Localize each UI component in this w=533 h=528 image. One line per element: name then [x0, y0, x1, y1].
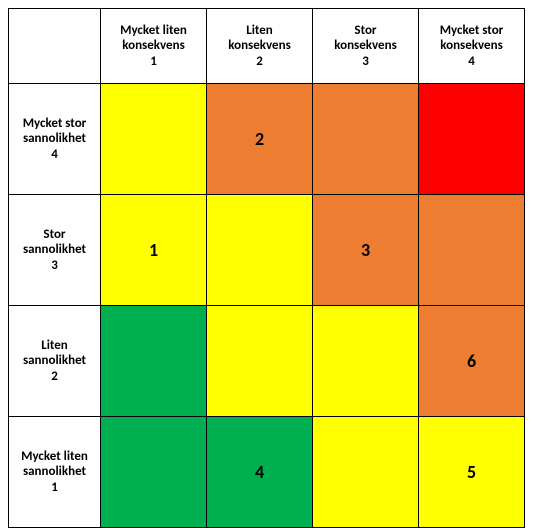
row-header-3: Litensannolikhet2 — [9, 306, 101, 417]
col-header-1-line3: 1 — [105, 54, 202, 70]
row-header-2: Storsannolikhet3 — [9, 195, 101, 306]
row-header-4-line3: 1 — [13, 480, 96, 496]
cell-r1-c3 — [313, 84, 419, 195]
row-header-2-line3: 3 — [13, 258, 96, 274]
col-header-4: Mycket stor konsekvens 4 — [419, 9, 525, 84]
cell-r4-c2: 4 — [207, 417, 313, 528]
cell-r1-c1 — [101, 84, 207, 195]
cell-r3-c4: 6 — [419, 306, 525, 417]
row-header-1: Mycket storsannolikhet4 — [9, 84, 101, 195]
col-header-3-line3: 3 — [317, 54, 414, 70]
matrix-body: Mycket storsannolikhet42Storsannolikhet3… — [9, 84, 525, 528]
col-header-2-line2: konsekvens — [211, 38, 308, 54]
risk-matrix-table: Mycket liten konsekvens 1 Liten konsekve… — [8, 8, 525, 528]
col-header-4-line3: 4 — [423, 54, 520, 70]
row-header-3-line2: sannolikhet — [13, 353, 96, 369]
cell-r4-c3 — [313, 417, 419, 528]
cell-r2-c3: 3 — [313, 195, 419, 306]
col-header-2-line3: 2 — [211, 54, 308, 70]
col-header-1-line1: Mycket liten — [105, 23, 202, 39]
row-header-3-line1: Liten — [13, 338, 96, 354]
col-header-3-line2: konsekvens — [317, 38, 414, 54]
col-header-3-line1: Stor — [317, 23, 414, 39]
corner-cell — [9, 9, 101, 84]
cell-r1-c4 — [419, 84, 525, 195]
matrix-row-4: Mycket litensannolikhet1 45 — [9, 417, 525, 528]
row-header-4: Mycket litensannolikhet1 — [9, 417, 101, 528]
matrix-row-3: Litensannolikhet2 6 — [9, 306, 525, 417]
matrix-row-2: Storsannolikhet313 — [9, 195, 525, 306]
col-header-1-line2: konsekvens — [105, 38, 202, 54]
cell-r3-c2 — [207, 306, 313, 417]
col-header-4-line1: Mycket stor — [423, 23, 520, 39]
row-header-1-line3: 4 — [13, 147, 96, 163]
cell-r2-c1: 1 — [101, 195, 207, 306]
column-header-row: Mycket liten konsekvens 1 Liten konsekve… — [9, 9, 525, 84]
row-header-2-line1: Stor — [13, 227, 96, 243]
col-header-1: Mycket liten konsekvens 1 — [101, 9, 207, 84]
matrix-row-1: Mycket storsannolikhet4 2 — [9, 84, 525, 195]
row-header-4-line2: sannolikhet — [13, 464, 96, 480]
col-header-2: Liten konsekvens 2 — [207, 9, 313, 84]
cell-r2-c2 — [207, 195, 313, 306]
row-header-3-line3: 2 — [13, 369, 96, 385]
col-header-4-line2: konsekvens — [423, 38, 520, 54]
row-header-1-line2: sannolikhet — [13, 131, 96, 147]
row-header-1-line1: Mycket stor — [13, 116, 96, 132]
cell-r4-c4: 5 — [419, 417, 525, 528]
col-header-3: Stor konsekvens 3 — [313, 9, 419, 84]
cell-r2-c4 — [419, 195, 525, 306]
cell-r1-c2: 2 — [207, 84, 313, 195]
cell-r3-c1 — [101, 306, 207, 417]
col-header-2-line1: Liten — [211, 23, 308, 39]
row-header-2-line2: sannolikhet — [13, 242, 96, 258]
cell-r3-c3 — [313, 306, 419, 417]
row-header-4-line1: Mycket liten — [13, 449, 96, 465]
cell-r4-c1 — [101, 417, 207, 528]
